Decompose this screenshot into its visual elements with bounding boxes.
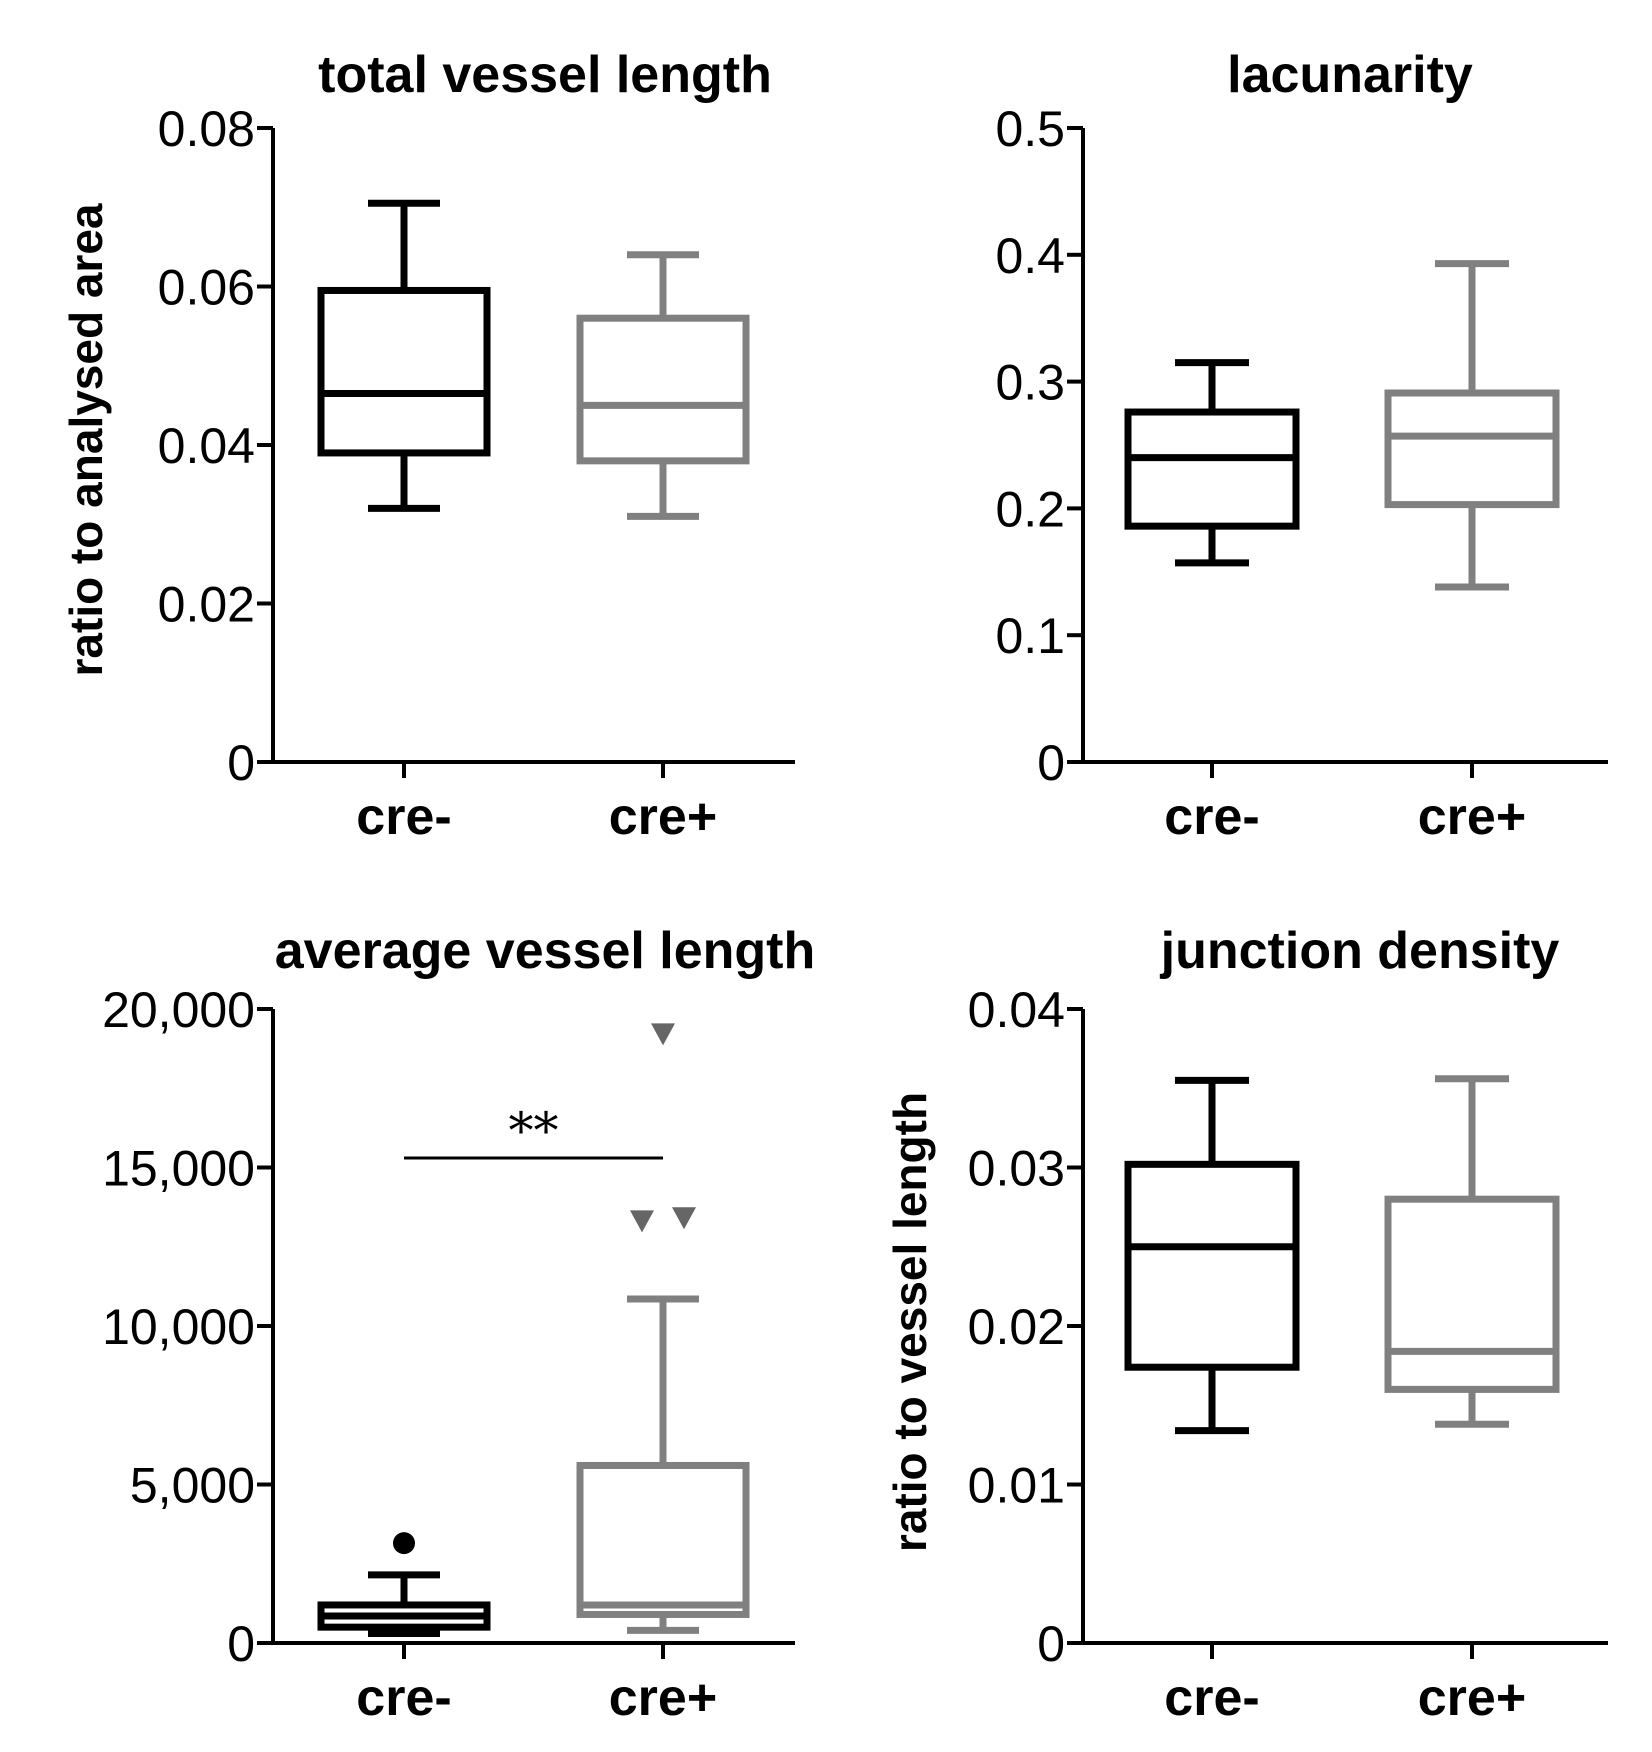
y-tick-label: 0 (1037, 1616, 1065, 1672)
iqr-box (576, 314, 750, 465)
x-tick-label: cre+ (1418, 788, 1526, 846)
panel-junction-density: junction density ratio to vessel length … (884, 922, 1608, 1727)
y-axis-label: ratio to analysed area (60, 203, 112, 676)
y-tick-label: 0.02 (158, 577, 255, 633)
y-tick-label: 0.5 (995, 101, 1065, 157)
iqr-box (1124, 408, 1300, 530)
y-tick-label: 0.1 (995, 608, 1065, 664)
box-cre+ (576, 251, 750, 520)
y-tick-label: 0.08 (158, 101, 255, 157)
y-tick-label: 10,000 (102, 1299, 255, 1355)
panel-title: junction density (1160, 922, 1560, 980)
box-cre+ (1384, 260, 1560, 591)
outlier-point (651, 1023, 675, 1046)
y-tick-label: 20,000 (102, 982, 255, 1038)
box-cre- (1124, 1076, 1300, 1435)
y-tick-label: 15,000 (102, 1141, 255, 1197)
outlier-point (630, 1210, 654, 1233)
x-tick-label: cre+ (1418, 1669, 1526, 1727)
y-tick-label: 0.2 (995, 481, 1065, 537)
significance-label: ** (509, 1102, 559, 1160)
outlier-point (393, 1532, 415, 1555)
panel-average-vessel-length: average vessel length 0 5,000 10,000 15,000… (102, 922, 815, 1727)
x-tick-label: cre- (356, 1669, 451, 1727)
y-tick-label: 0.04 (158, 418, 255, 474)
iqr-box (317, 286, 491, 457)
y-tick-label: 0.3 (995, 355, 1065, 411)
y-axis-label: ratio to vessel length (884, 1092, 936, 1552)
panel-lacunarity: lacunarity 0 0.1 0.2 0.3 0.4 0.5 cre-cre+ (995, 46, 1608, 846)
y-tick-label: 0.02 (968, 1299, 1065, 1355)
y-tick-label: 0 (1037, 735, 1065, 791)
panel-title: average vessel length (275, 922, 816, 980)
x-tick-label: cre- (1164, 1669, 1259, 1727)
box-cre- (317, 1532, 491, 1637)
y-tick-label: 0.06 (158, 260, 255, 316)
y-tick-label: 0 (227, 1616, 255, 1672)
panel-title: total vessel length (318, 46, 772, 104)
panel-total-vessel-length: total vessel length ratio to analysed ar… (60, 46, 795, 846)
box-cre+ (1384, 1075, 1560, 1428)
y-tick-label: 0 (227, 735, 255, 791)
panel-title: lacunarity (1227, 46, 1473, 104)
x-tick-label: cre+ (609, 1669, 717, 1727)
y-tick-label: 5,000 (130, 1458, 255, 1514)
y-tick-label: 0.04 (968, 982, 1065, 1038)
iqr-box (576, 1461, 750, 1618)
box-cre- (1124, 359, 1300, 567)
iqr-box (1384, 1195, 1560, 1393)
x-tick-label: cre- (356, 788, 451, 846)
y-tick-label: 0.01 (968, 1458, 1065, 1514)
x-tick-label: cre+ (609, 788, 717, 846)
iqr-box (1124, 1160, 1300, 1371)
iqr-box (1384, 389, 1560, 509)
box-cre+ (576, 1023, 750, 1634)
outlier-point (672, 1207, 696, 1230)
y-tick-label: 0.4 (995, 228, 1065, 284)
box-cre- (317, 199, 491, 512)
x-tick-label: cre- (1164, 788, 1259, 846)
y-tick-label: 0.03 (968, 1141, 1065, 1197)
